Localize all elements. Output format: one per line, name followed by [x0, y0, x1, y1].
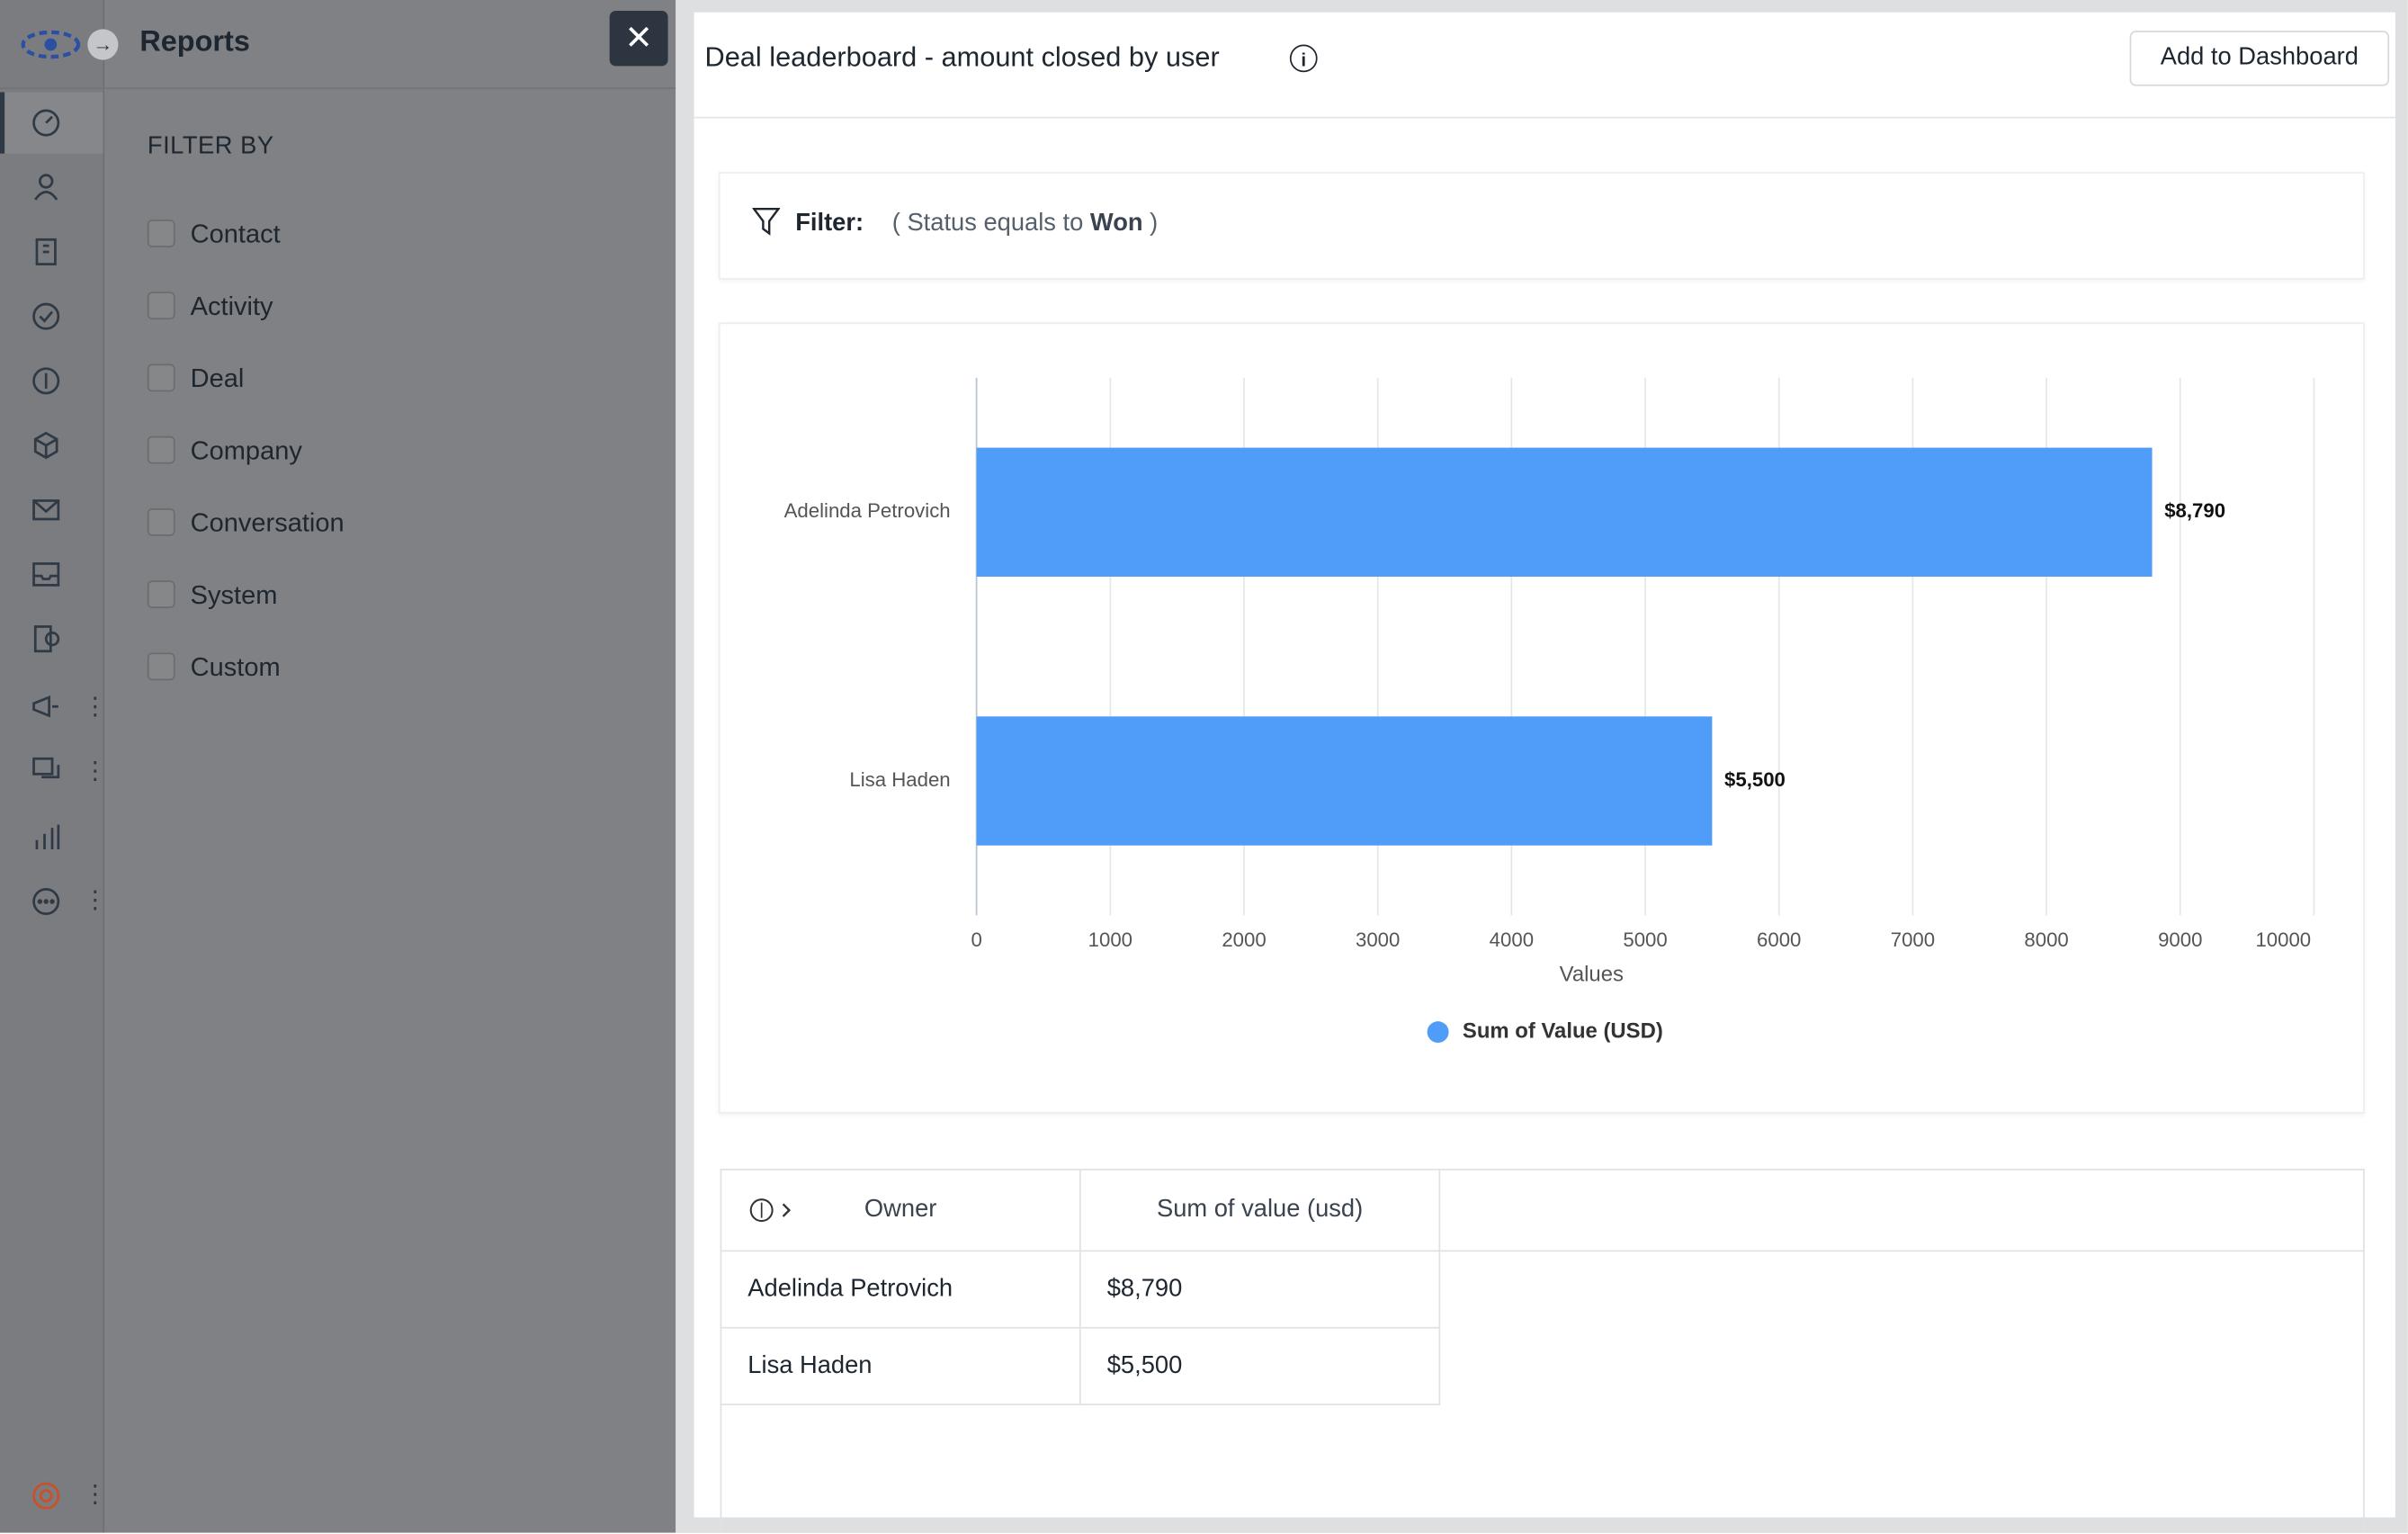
nav-active[interactable] — [0, 92, 103, 154]
filter-option-label: Custom — [190, 652, 281, 682]
data-label: $8,790 — [2164, 499, 2225, 522]
column-header: Sum of value (usd) — [1081, 1170, 1441, 1251]
nav-rail: → ⋮ ⋮ ⋮ ⋮ — [0, 0, 119, 1533]
x-tick-label: 3000 — [1356, 928, 1400, 951]
x-tick-label: 2000 — [1222, 928, 1266, 951]
menu-dots[interactable]: ⋮ — [83, 758, 108, 785]
column-toggle[interactable] — [749, 1197, 795, 1229]
filter-icon — [752, 207, 781, 236]
legend-swatch — [1427, 1021, 1449, 1044]
data-table: Owner Sum of value (usd) Adelinda Petrovic… — [720, 1169, 2365, 1533]
logo-bar: → — [0, 0, 119, 90]
add-to-dashboard-button[interactable]: Add to Dashboard — [2129, 31, 2390, 86]
filter-prefix: ( Status equals to — [891, 210, 1084, 237]
filter-option[interactable]: Custom — [147, 652, 281, 683]
app-title: Reports — [139, 26, 250, 58]
x-tick-label: 8000 — [2024, 928, 2068, 951]
filter-option[interactable]: System — [147, 580, 278, 611]
filter-option-label: Contact — [190, 220, 281, 249]
filter-option-label: Activity — [190, 292, 273, 321]
legend-label: Sum of Value (USD) — [1463, 1018, 1663, 1043]
filter-suffix: ) — [1150, 210, 1159, 237]
y-tick-label: Lisa Haden — [849, 768, 950, 791]
bar — [976, 447, 2153, 577]
filter-card — [718, 172, 2365, 280]
checkbox — [147, 292, 175, 320]
nav-deals[interactable] — [31, 365, 61, 396]
filter-option[interactable]: Company — [147, 435, 302, 467]
data-label: $5,500 — [1724, 768, 1786, 791]
filter-option[interactable]: Deal — [147, 363, 245, 395]
chart: 0 1000 2000 3000 4000 5000 6000 7000 8000 9000 100… — [784, 377, 2315, 1044]
column-header: Owner — [721, 1170, 1081, 1251]
x-tick-label: 1000 — [1088, 928, 1132, 951]
filter-option[interactable]: Activity — [147, 292, 273, 322]
x-tick-label: 10000 — [2255, 928, 2311, 951]
nav-help[interactable] — [31, 1481, 61, 1512]
table-cell: $5,500 — [1080, 1328, 1441, 1405]
expand-button[interactable]: → — [87, 29, 119, 60]
nav-chat[interactable] — [31, 623, 61, 654]
y-tick-label: Adelinda Petrovich — [784, 499, 951, 522]
logo — [21, 30, 81, 59]
chart-card: 0 1000 2000 3000 4000 5000 6000 7000 8000 9000 100… — [718, 322, 2365, 1114]
nav-more[interactable] — [31, 886, 61, 917]
checkbox — [147, 435, 175, 464]
toggle-icon — [749, 1198, 792, 1223]
filter-option[interactable]: Contact — [147, 220, 281, 250]
filter-value: Won — [1089, 210, 1143, 237]
nav-inbox[interactable] — [31, 559, 61, 589]
checkbox — [147, 220, 175, 247]
close-button[interactable]: ✕ — [609, 10, 668, 67]
x-tick-label: 4000 — [1490, 928, 1534, 951]
x-tick-label: 0 — [971, 928, 981, 951]
nav-conversations[interactable] — [31, 756, 61, 786]
nav-campaigns[interactable] — [31, 691, 61, 722]
filter-option-label: Conversation — [190, 508, 345, 538]
checkbox — [147, 580, 175, 608]
menu-dots[interactable]: ⋮ — [83, 1482, 108, 1509]
header-divider — [721, 1250, 2364, 1252]
legend-item[interactable]: Sum of Value (USD) — [1427, 1018, 1663, 1044]
x-tick-label: 5000 — [1623, 928, 1667, 951]
divider — [694, 116, 2395, 119]
report-title: Deal leaderboard - amount closed by user — [704, 41, 1220, 73]
menu-dots[interactable]: ⋮ — [83, 694, 108, 721]
x-axis-title: Values — [1560, 962, 1624, 986]
info-icon[interactable]: i — [1289, 44, 1318, 73]
bar — [976, 716, 1713, 846]
nav-dashboard[interactable] — [31, 107, 61, 138]
nav-tasks[interactable] — [31, 301, 61, 332]
x-tick-label: 7000 — [1891, 928, 1935, 951]
checkbox — [147, 652, 175, 681]
nav-reports[interactable] — [31, 821, 61, 852]
table-cell: Adelinda Petrovich — [721, 1251, 1081, 1329]
filter-option-label: Company — [190, 435, 302, 466]
nav-contacts[interactable] — [31, 172, 61, 202]
filter-option[interactable]: Conversation — [147, 508, 345, 539]
nav-companies[interactable] — [31, 237, 61, 267]
table-cell: Lisa Haden — [721, 1328, 1081, 1405]
filter-heading: FILTER BY — [147, 133, 274, 160]
filter-option-label: Deal — [190, 363, 245, 393]
menu-dots[interactable]: ⋮ — [83, 887, 108, 914]
checkbox — [147, 363, 175, 392]
x-tick-label: 6000 — [1757, 928, 1801, 951]
top-bar — [103, 0, 676, 90]
nav-products[interactable] — [31, 430, 61, 461]
nav-mail[interactable] — [31, 495, 61, 525]
x-tick-label: 9000 — [2158, 928, 2202, 951]
filter-option-label: System — [190, 580, 278, 610]
filter-condition: ( Status equals to Won ) — [892, 211, 1158, 238]
table-cell: $8,790 — [1080, 1251, 1441, 1329]
checkbox — [147, 508, 175, 536]
filter-label: Filter: — [795, 210, 864, 237]
